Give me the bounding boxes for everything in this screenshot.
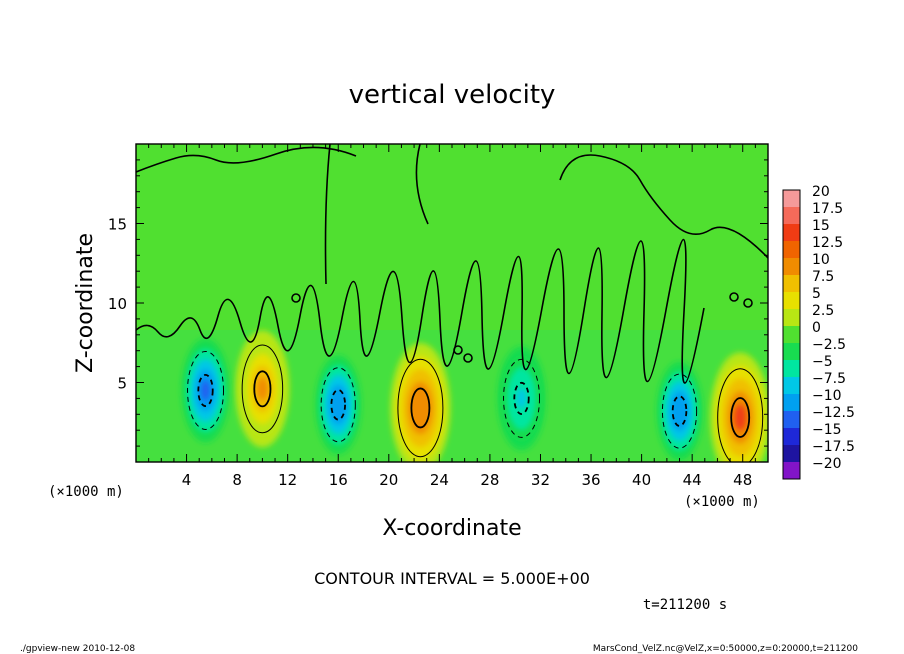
colorbar-level-label: 12.5 bbox=[812, 235, 843, 251]
cell-contour-ring bbox=[397, 358, 444, 458]
velocity-cell-layer bbox=[333, 394, 343, 415]
cell-contour-core bbox=[330, 389, 346, 421]
colorbar: 2017.51512.5107.552.50−2.5−5−7.5−10−12.5… bbox=[782, 184, 855, 480]
colorbar-swatch bbox=[783, 258, 800, 275]
colorbar-swatch bbox=[783, 462, 800, 479]
cell-contour-ring bbox=[320, 367, 356, 443]
colorbar-level-label: 2.5 bbox=[812, 303, 834, 319]
chart-title: vertical velocity bbox=[349, 80, 556, 110]
x-tick-label: 24 bbox=[430, 471, 449, 489]
x-tick-label: 16 bbox=[329, 471, 348, 489]
colorbar-swatch bbox=[783, 428, 800, 445]
cell-contour-core bbox=[197, 373, 214, 407]
colorbar-level-label: 20 bbox=[812, 184, 830, 200]
x-tick-label: 4 bbox=[182, 471, 192, 489]
colorbar-swatch bbox=[783, 343, 800, 360]
colorbar-swatch bbox=[783, 394, 800, 411]
colorbar-level-label: −15 bbox=[812, 422, 842, 438]
colorbar-level-label: 10 bbox=[812, 252, 830, 268]
footer-right: MarsCond_VelZ.nc@VelZ,x=0:50000,z=0:2000… bbox=[593, 644, 858, 654]
velocity-cell-layer bbox=[674, 401, 685, 421]
x-tick-label: 40 bbox=[632, 471, 651, 489]
contour-lines bbox=[136, 144, 768, 462]
colorbar-swatch bbox=[783, 292, 800, 309]
colorbar-swatch bbox=[783, 241, 800, 258]
y-axis-label: Z-coordinate bbox=[73, 233, 98, 373]
cell-contour-ring bbox=[717, 368, 764, 462]
contour-interval-label: CONTOUR INTERVAL = 5.000E+00 bbox=[314, 569, 590, 588]
y-tick-label: 15 bbox=[108, 216, 127, 234]
x-tick-label: 48 bbox=[733, 471, 752, 489]
plot-area bbox=[136, 144, 768, 462]
colorbar-level-label: −20 bbox=[812, 456, 842, 472]
x-tick-label: 44 bbox=[683, 471, 702, 489]
x-tick-label: 20 bbox=[379, 471, 398, 489]
colorbar-swatch bbox=[783, 224, 800, 241]
velocity-cell-layer bbox=[734, 404, 747, 431]
x-tick-label: 12 bbox=[278, 471, 297, 489]
velocity-cell-layer bbox=[200, 380, 211, 401]
colorbar-swatch bbox=[783, 190, 800, 207]
colorbar-swatch bbox=[783, 377, 800, 394]
cell-contour-core bbox=[513, 381, 530, 415]
y-axis-ticks: 5 10 15 bbox=[108, 159, 768, 447]
boundary-contour bbox=[136, 238, 705, 384]
colorbar-level-label: −12.5 bbox=[812, 405, 855, 421]
colorbar-swatch bbox=[783, 445, 800, 462]
velocity-cell-layer bbox=[414, 394, 427, 421]
colorbar-level-label: 0 bbox=[812, 320, 821, 336]
colorbar-level-label: 7.5 bbox=[812, 269, 834, 285]
colorbar-level-label: −5 bbox=[812, 354, 833, 370]
cell-contour-core bbox=[671, 395, 688, 427]
colorbar-swatch bbox=[783, 360, 800, 377]
cell-contour-ring bbox=[661, 373, 698, 449]
x-tick-label: 36 bbox=[581, 471, 600, 489]
x-axis-ticks: 4 8 12 16 20 24 28 32 36 40 44 48 bbox=[148, 144, 756, 489]
y-axis-unit-label: (×1000 m) bbox=[48, 484, 124, 500]
colorbar-swatch bbox=[783, 411, 800, 428]
x-tick-label: 8 bbox=[232, 471, 242, 489]
footer-left: ./gpview-new 2010-12-08 bbox=[20, 644, 135, 654]
colorbar-level-label: −7.5 bbox=[812, 371, 846, 387]
colorbar-level-label: 15 bbox=[812, 218, 830, 234]
colorbar-level-label: −10 bbox=[812, 388, 842, 404]
colorbar-level-label: 17.5 bbox=[812, 201, 843, 217]
cell-contour-ring bbox=[187, 350, 225, 430]
colorbar-swatch bbox=[783, 326, 800, 343]
y-tick-label: 10 bbox=[108, 295, 127, 313]
colorbar-level-label: 5 bbox=[812, 286, 821, 302]
colorbar-frame bbox=[782, 189, 801, 480]
x-tick-label: 28 bbox=[480, 471, 499, 489]
x-axis-unit-label: (×1000 m) bbox=[684, 494, 760, 510]
cell-contour-core bbox=[253, 370, 272, 408]
colorbar-swatch bbox=[783, 275, 800, 292]
colorbar-swatch bbox=[783, 309, 800, 326]
x-tick-label: 32 bbox=[531, 471, 550, 489]
x-axis-label: X-coordinate bbox=[382, 516, 521, 541]
cell-contour-ring bbox=[241, 344, 284, 434]
cell-contour-ring bbox=[503, 358, 541, 438]
y-tick-label: 5 bbox=[117, 375, 127, 393]
cell-contour-core bbox=[410, 387, 431, 429]
velocity-cell-layer bbox=[516, 388, 527, 409]
colorbar-level-label: −17.5 bbox=[812, 439, 855, 455]
colorbar-swatch bbox=[783, 207, 800, 224]
colorbar-level-label: −2.5 bbox=[812, 337, 846, 353]
velocity-cell-layer bbox=[257, 377, 268, 401]
upper-contour bbox=[136, 144, 768, 285]
time-label: t=211200 s bbox=[643, 597, 727, 613]
cell-contour-core bbox=[730, 397, 751, 438]
